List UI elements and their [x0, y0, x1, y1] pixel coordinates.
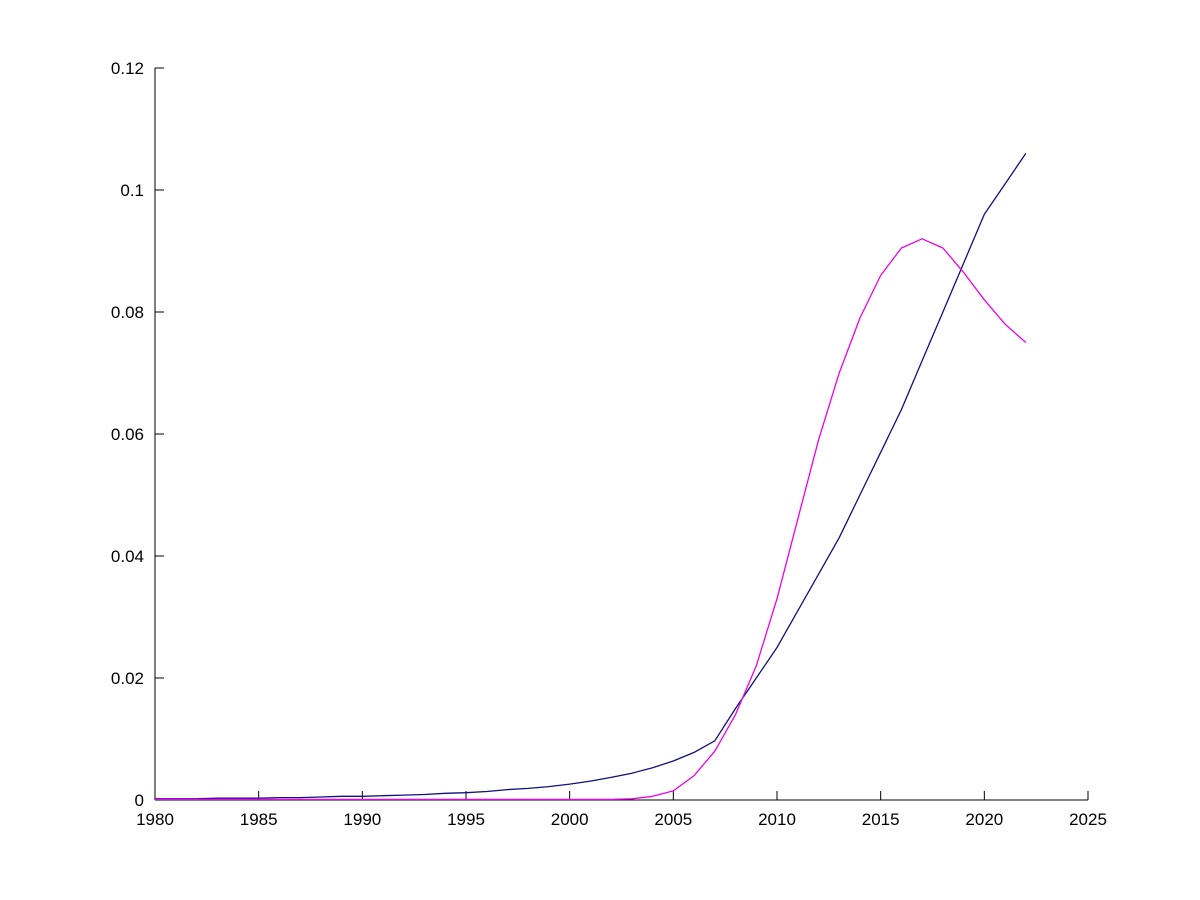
x-tick-label: 1985: [240, 810, 278, 829]
y-tick-label: 0.02: [111, 669, 144, 688]
series-line-dark-blue: [155, 153, 1027, 800]
x-tick-label: 2020: [965, 810, 1003, 829]
x-tick-label: 2015: [862, 810, 900, 829]
y-tick-label: 0.06: [111, 425, 144, 444]
y-tick-label: 0.04: [111, 547, 144, 566]
y-tick-label: 0.08: [111, 303, 144, 322]
y-tick-label: 0.12: [111, 59, 144, 78]
x-tick-label: 2000: [551, 810, 589, 829]
x-tick-label: 2025: [1069, 810, 1107, 829]
x-tick-label: 2010: [758, 810, 796, 829]
x-tick-label: 1995: [447, 810, 485, 829]
y-tick-label: 0: [135, 791, 144, 810]
x-tick-label: 2005: [654, 810, 692, 829]
y-tick-label: 0.1: [120, 181, 144, 200]
x-tick-label: 1980: [136, 810, 174, 829]
x-tick-label: 1990: [343, 810, 381, 829]
series-line-magenta: [155, 238, 1027, 801]
